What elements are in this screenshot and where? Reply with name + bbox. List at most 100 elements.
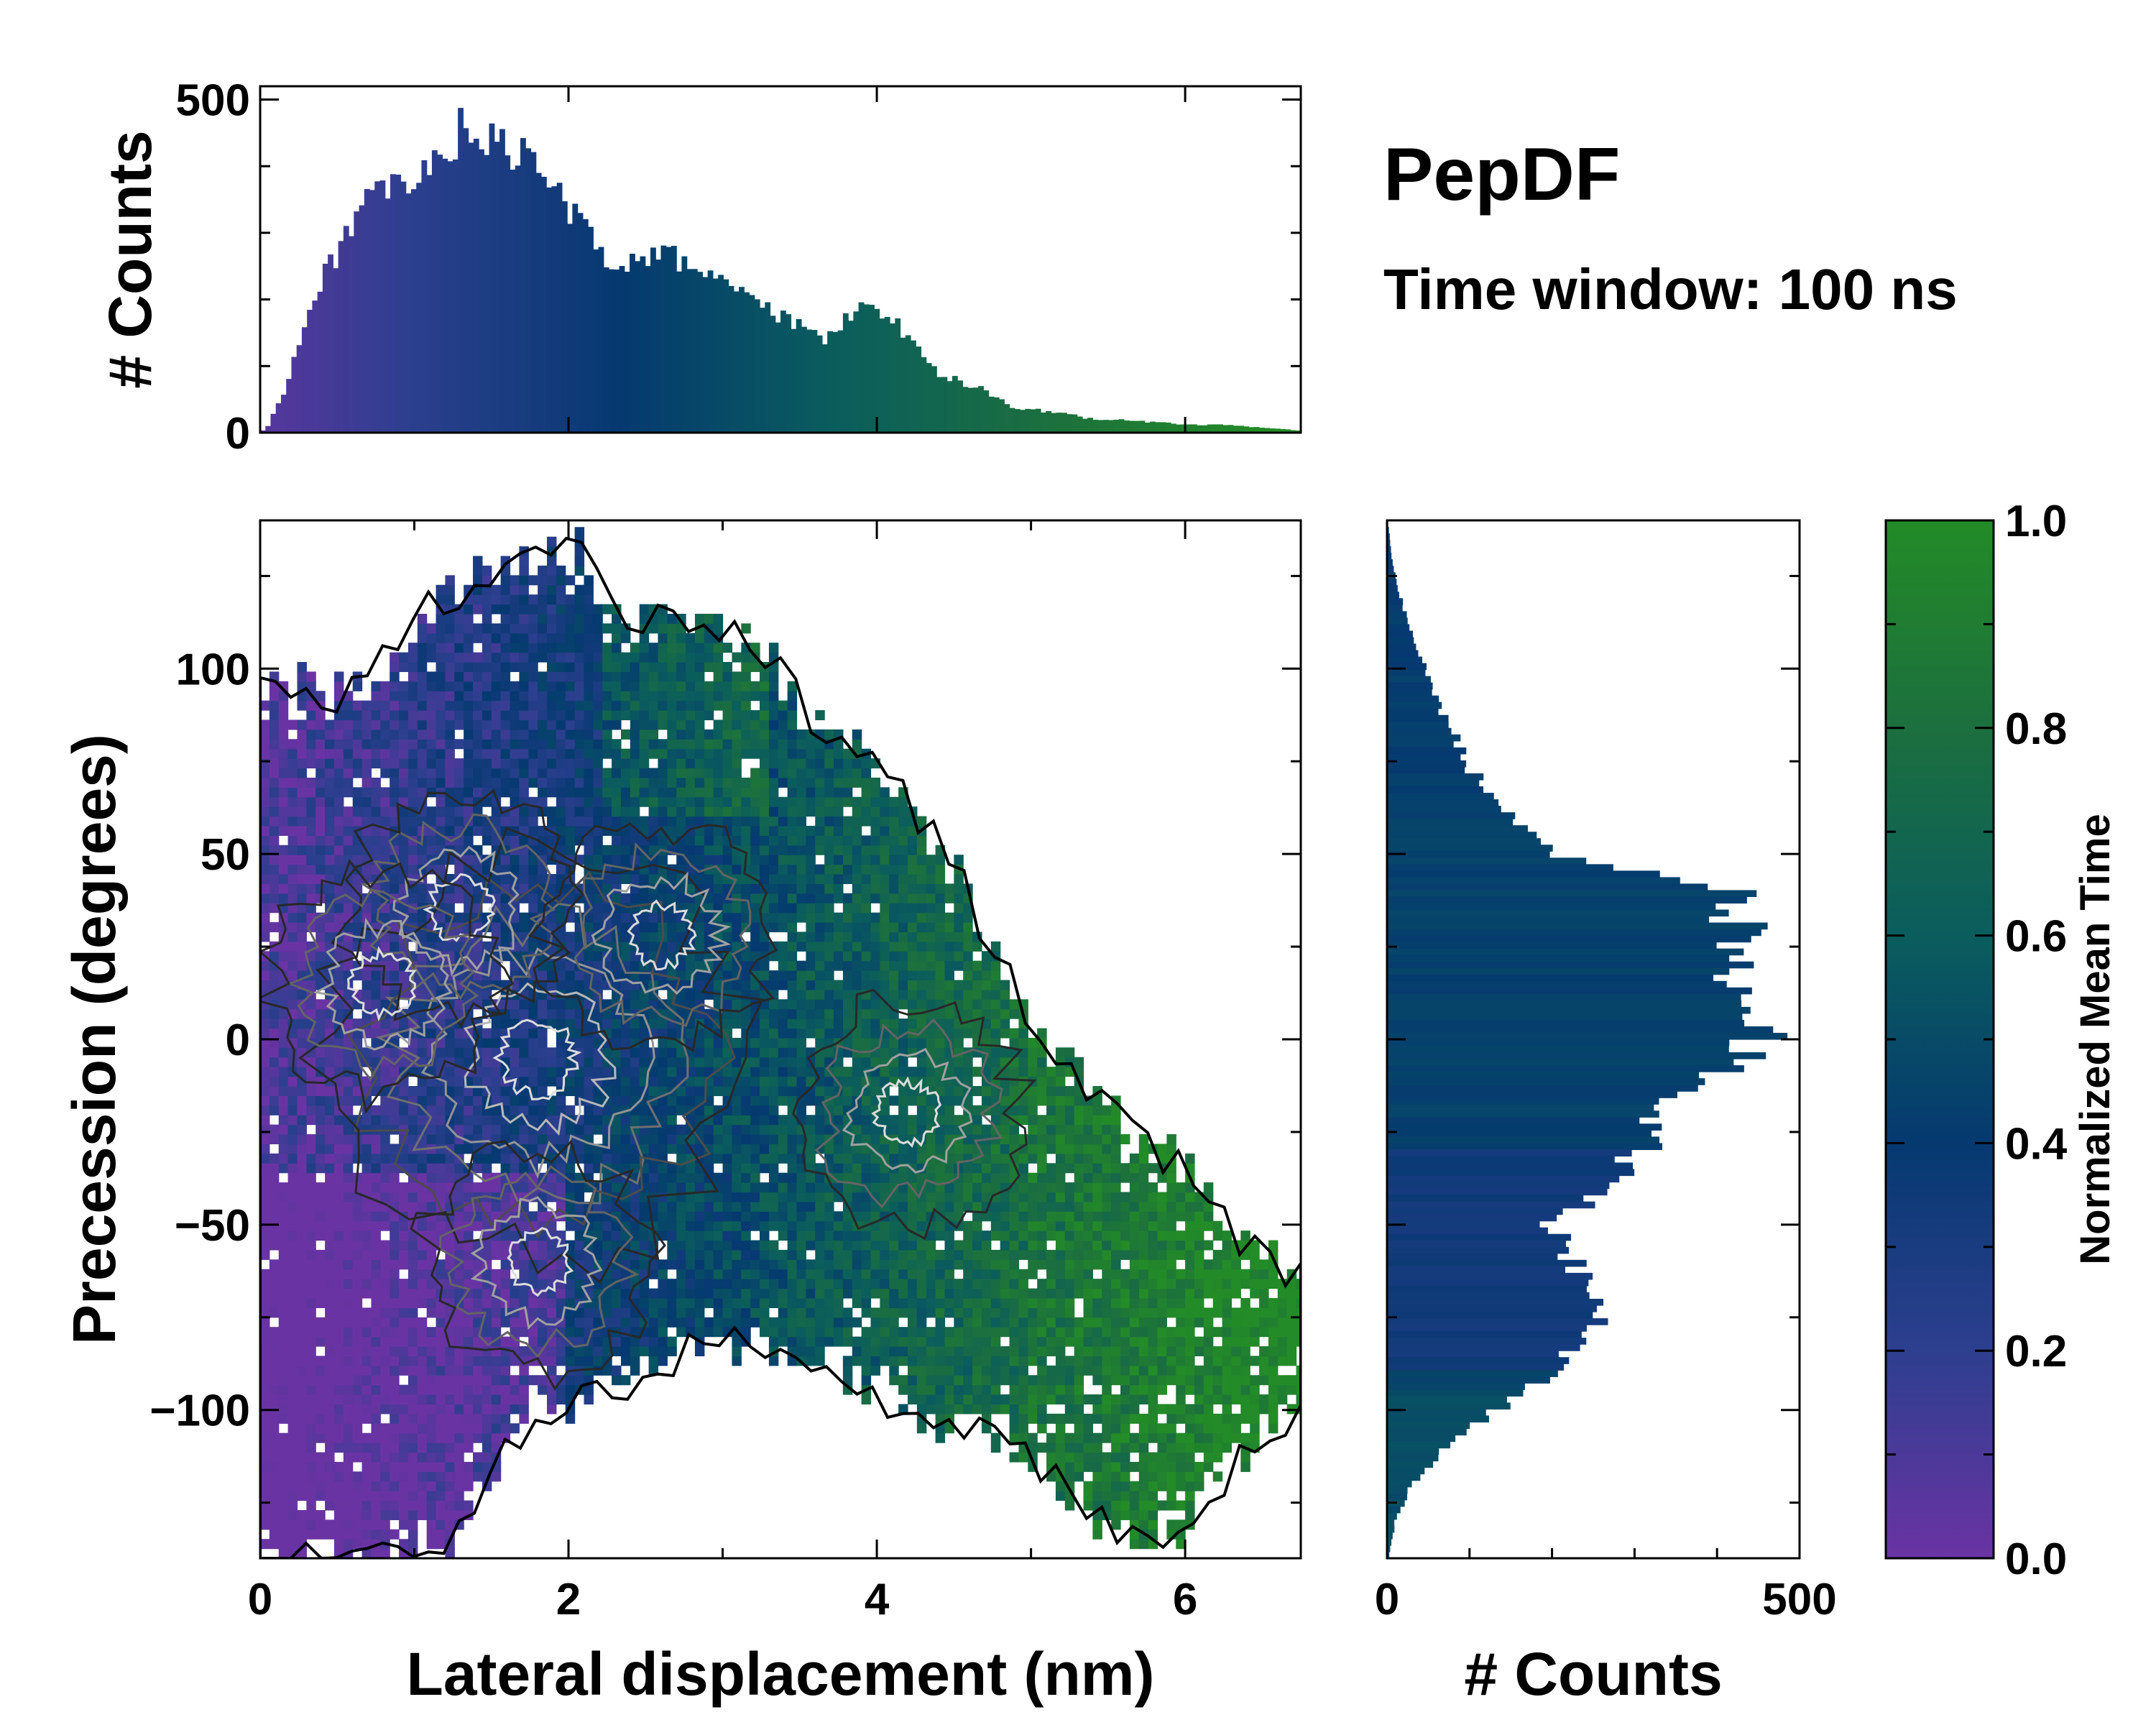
heatmap-cell: [556, 1259, 566, 1270]
heatmap-cell: [371, 1356, 381, 1366]
heatmap-cell: [620, 787, 631, 798]
heatmap-cell: [565, 787, 576, 798]
heatmap-cell: [278, 1413, 289, 1424]
top-histogram-bar: [546, 187, 553, 433]
heatmap-cell: [473, 1279, 483, 1289]
heatmap-cell: [333, 1346, 344, 1357]
heatmap-cell: [612, 710, 622, 721]
heatmap-cell: [426, 1230, 437, 1241]
heatmap-cell: [722, 1249, 733, 1260]
heatmap-cell: [333, 1076, 344, 1087]
heatmap-cell: [528, 604, 538, 615]
heatmap-cell: [732, 700, 742, 711]
heatmap-cell: [500, 873, 511, 884]
top-histogram-bar: [676, 271, 683, 433]
top-histogram-bar: [1227, 425, 1234, 433]
heatmap-cell: [417, 1269, 428, 1279]
heatmap-cell: [556, 565, 566, 576]
heatmap-cell: [371, 719, 381, 730]
heatmap-cell: [333, 825, 344, 836]
heatmap-cell: [787, 1249, 798, 1260]
heatmap-cell: [612, 873, 622, 884]
heatmap-cell: [297, 1529, 307, 1540]
heatmap-cell: [380, 1365, 390, 1376]
heatmap-cell: [436, 1134, 446, 1145]
heatmap-cell: [676, 825, 686, 836]
heatmap-cell: [500, 1124, 511, 1135]
heatmap-cell: [612, 806, 622, 817]
heatmap-cell: [694, 960, 705, 971]
heatmap-cell: [333, 1134, 344, 1145]
heatmap-cell: [380, 1432, 390, 1443]
heatmap-cell: [269, 729, 280, 740]
heatmap-cell: [547, 768, 557, 778]
heatmap-cell: [602, 662, 612, 673]
heatmap-cell: [380, 710, 390, 721]
heatmap-cell: [333, 671, 344, 682]
heatmap-cell: [528, 613, 538, 624]
heatmap-cell: [676, 739, 686, 750]
heatmap-cell: [500, 1095, 511, 1106]
heatmap-cell: [500, 1240, 511, 1251]
heatmap-cell: [482, 1413, 492, 1424]
heatmap-cell: [454, 632, 464, 643]
heatmap-cell: [565, 768, 576, 778]
heatmap-cell: [417, 1443, 428, 1453]
heatmap-cell: [778, 1057, 788, 1067]
heatmap-cell: [473, 556, 483, 566]
heatmap-cell: [500, 584, 511, 595]
heatmap-cell: [556, 604, 566, 615]
heatmap-cell: [380, 787, 390, 798]
heatmap-cell: [278, 1192, 289, 1202]
heatmap-cell: [500, 1269, 511, 1279]
heatmap-cell: [287, 1249, 298, 1260]
heatmap-cell: [768, 787, 779, 798]
heatmap-cell: [390, 1269, 400, 1279]
heatmap-cell: [574, 691, 585, 702]
heatmap-cell: [538, 739, 548, 750]
heatmap-cell: [750, 806, 760, 817]
heatmap-cell: [741, 1317, 751, 1328]
heatmap-cell: [325, 1461, 335, 1472]
heatmap-cell: [778, 1297, 788, 1308]
heatmap-cell: [704, 873, 714, 884]
heatmap-cell: [287, 1404, 298, 1414]
heatmap-cell: [584, 1047, 594, 1058]
heatmap-cell: [297, 671, 307, 682]
heatmap-cell: [713, 613, 724, 624]
heatmap-cell: [538, 1067, 548, 1077]
heatmap-cell: [371, 1327, 381, 1338]
heatmap-cell: [380, 1327, 390, 1338]
heatmap-cell: [361, 796, 372, 807]
heatmap-cell: [667, 787, 677, 798]
heatmap-cell: [333, 1413, 344, 1424]
heatmap-cell: [620, 1124, 631, 1135]
heatmap-cell: [333, 1297, 344, 1308]
heatmap-cell: [630, 777, 640, 788]
heatmap-cell: [528, 796, 538, 807]
heatmap-cell: [315, 1182, 326, 1193]
heatmap-cell: [454, 1384, 464, 1395]
heatmap-cell: [768, 1008, 779, 1019]
heatmap-cell: [574, 1249, 585, 1260]
heatmap-cell: [325, 1182, 335, 1193]
heatmap-cell: [694, 1085, 705, 1096]
heatmap-cell: [371, 1230, 381, 1241]
heatmap-cell: [547, 700, 557, 711]
heatmap-cells: [260, 527, 1301, 1558]
heatmap-cell: [260, 1076, 270, 1087]
heatmap-cell: [417, 1201, 428, 1212]
heatmap-cell: [297, 864, 307, 875]
heatmap-cell: [278, 1153, 289, 1164]
heatmap-cell: [538, 970, 548, 981]
heatmap-cell: [464, 1413, 474, 1424]
heatmap-cell: [269, 1307, 280, 1318]
heatmap-cell: [287, 1201, 298, 1212]
heatmap-cell: [445, 1356, 455, 1366]
heatmap-cell: [667, 681, 677, 691]
heatmap-cell: [694, 739, 705, 750]
heatmap-cell: [667, 739, 677, 750]
heatmap-cell: [620, 796, 631, 807]
heatmap-cell: [325, 1365, 335, 1376]
heatmap-cell: [500, 1153, 511, 1164]
